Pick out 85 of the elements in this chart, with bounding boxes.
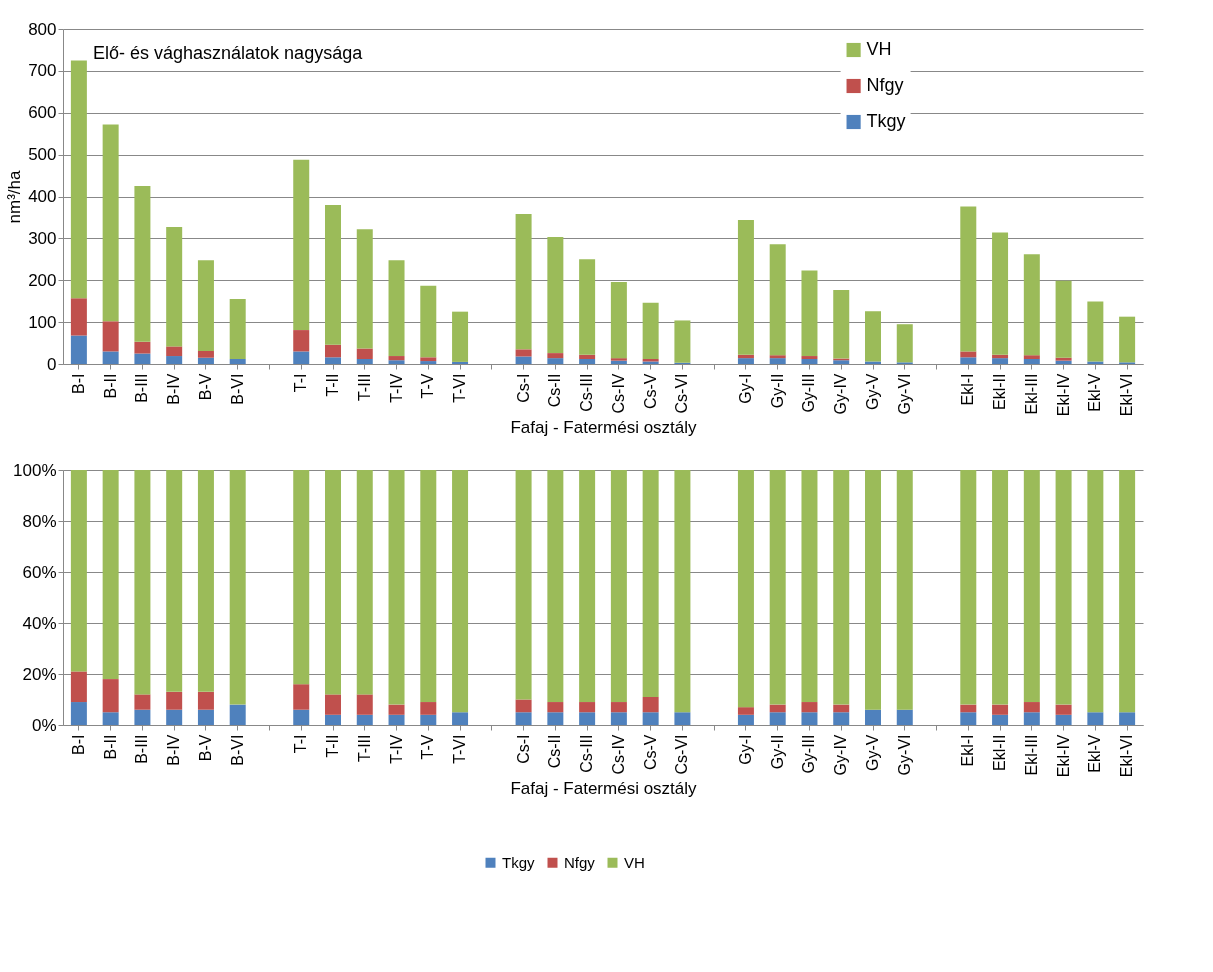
legend-label: VH: [866, 39, 892, 59]
y-tick-label: 0: [47, 354, 57, 374]
text: Elő- és vághasználatok nagysága: [93, 43, 364, 63]
y-tick-label: 100: [28, 312, 57, 332]
x-tick-label: Gy-V: [864, 373, 881, 410]
x-tick-label: T-V: [419, 373, 437, 399]
x-tick-label: B-III: [133, 734, 151, 764]
y-tick-label: 600: [28, 103, 57, 123]
x-tick-label: Cs-III: [578, 734, 596, 773]
x-tick-label: T-IV: [387, 373, 405, 403]
x-tick-label: Gy-III: [800, 373, 818, 413]
x-tick-label: Gy-IV: [832, 373, 850, 415]
y-tick-label: 400: [28, 187, 57, 206]
x-tick-label: Cs-IV: [609, 373, 627, 414]
x-tick-label: T-VI: [451, 373, 469, 403]
x-tick-label: Cs-IV: [609, 734, 627, 775]
x-tick-label: Ekl-IV: [1054, 734, 1072, 778]
x-tick-label: B-I: [69, 734, 87, 755]
x-tick-label: Ekl-VI: [1118, 373, 1136, 417]
x-tick-label: T-I: [292, 734, 310, 754]
x-tick-label: T-IV: [387, 734, 405, 764]
x-tick-label: Gy-IV: [832, 734, 850, 776]
x-tick-label: Ekl-I: [959, 734, 977, 767]
y-tick-label: 20%: [22, 664, 57, 684]
x-tick-label: Cs-V: [641, 373, 659, 410]
x-tick-label: Cs-II: [546, 373, 564, 408]
y-tick-label: 40%: [22, 613, 57, 633]
x-tick-label: Gy-I: [736, 734, 754, 765]
x-tick-label: Cs-VI: [673, 373, 691, 414]
x-tick-label: T-III: [355, 373, 373, 402]
y-tick-label: 80%: [22, 511, 57, 531]
x-tick-label: B-II: [101, 373, 119, 399]
x-axis-title: Fafaj - Fatermési osztály: [510, 779, 698, 799]
x-tick-label: Ekl-III: [1022, 734, 1040, 776]
x-tick-label: B-VI: [228, 373, 246, 405]
x-tick-label: T-II: [324, 734, 341, 758]
x-tick-label: Gy-VI: [895, 734, 913, 776]
y-tick-label: 60%: [22, 562, 57, 582]
x-tick-label: Ekl-III: [1022, 373, 1040, 415]
x-tick-label: T-I: [292, 373, 310, 393]
y-tick-label: 800: [28, 19, 57, 39]
y-tick-label: 500: [28, 145, 57, 165]
y-tick-label: 200: [28, 270, 57, 290]
x-axis-title: Fafaj - Fatermési osztály: [510, 418, 698, 438]
legend-label: VH: [624, 853, 645, 871]
x-tick-label: T-VI: [451, 734, 469, 764]
x-tick-label: Cs-III: [578, 373, 596, 412]
x-tick-label: B-I: [69, 373, 87, 394]
x-tick-label: Cs-I: [514, 734, 532, 764]
x-tick-label: T-III: [355, 734, 373, 763]
x-tick-label: Ekl-II: [991, 373, 1009, 410]
x-tick-label: Ekl-IV: [1054, 373, 1072, 417]
x-tick-label: T-II: [324, 373, 341, 397]
x-tick-label: Cs-V: [641, 734, 659, 771]
y-axis-title: nm³/ha: [5, 170, 25, 224]
x-tick-label: Gy-I: [736, 373, 754, 404]
y-tick-label: 100%: [13, 460, 57, 480]
x-tick-label: Ekl-V: [1086, 373, 1104, 412]
x-tick-label: Gy-V: [864, 734, 881, 771]
x-tick-label: B-II: [101, 734, 119, 760]
x-tick-label: Gy-VI: [895, 373, 913, 415]
x-tick-label: Cs-II: [546, 734, 564, 769]
x-tick-label: Gy-II: [768, 734, 786, 770]
x-tick-label: B-III: [133, 373, 151, 403]
x-tick-label: Gy-III: [800, 734, 818, 774]
x-tick-label: Ekl-V: [1086, 734, 1104, 773]
x-tick-label: T-V: [419, 734, 437, 760]
x-tick-label: B-V: [196, 734, 214, 762]
legend-label: Nfgy: [866, 75, 904, 95]
x-tick-label: Ekl-II: [991, 734, 1009, 771]
y-tick-label: 0%: [31, 715, 57, 735]
y-tick-label: 300: [28, 228, 57, 248]
x-tick-label: B-VI: [228, 734, 246, 766]
x-tick-label: B-IV: [165, 373, 183, 405]
x-tick-label: Ekl-VI: [1118, 734, 1136, 778]
x-tick-label: B-IV: [165, 734, 183, 766]
x-tick-label: Cs-VI: [673, 734, 691, 775]
y-tick-label: 700: [28, 61, 57, 81]
x-tick-label: Ekl-I: [959, 373, 977, 406]
x-tick-label: B-V: [196, 373, 214, 401]
legend-label: Tkgy: [502, 853, 535, 871]
x-tick-label: Gy-II: [768, 373, 786, 409]
legend-label: Nfgy: [564, 853, 596, 871]
legend-label: Tkgy: [866, 111, 906, 131]
x-tick-label: Cs-I: [514, 373, 532, 403]
